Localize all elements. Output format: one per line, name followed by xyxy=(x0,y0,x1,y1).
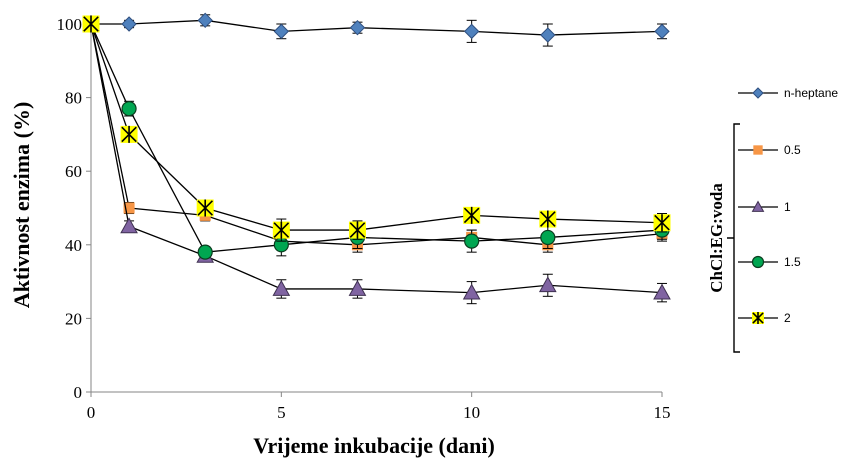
series-1 xyxy=(82,14,671,305)
data-point xyxy=(349,19,366,36)
series-line xyxy=(90,23,663,246)
data-point xyxy=(121,16,137,32)
series-line xyxy=(90,23,663,294)
series-line xyxy=(90,23,663,253)
legend-item: 1 xyxy=(738,200,791,214)
y-tick-label: 40 xyxy=(65,236,82,255)
series-n-heptane xyxy=(83,12,670,47)
data-point xyxy=(464,233,480,249)
legend-label: 2 xyxy=(784,311,791,325)
data-point-cross xyxy=(83,15,99,33)
data-point xyxy=(197,244,213,260)
x-tick-label: 0 xyxy=(87,403,96,422)
legend-marker xyxy=(751,255,765,269)
axes-layer: 0 20 40 60 80 100 0 5 10 15 xyxy=(57,15,671,422)
y-tick-label: 60 xyxy=(65,162,82,181)
data-point-cross xyxy=(197,199,213,217)
series-2 xyxy=(82,15,671,242)
legend-item: n-heptane xyxy=(738,86,838,100)
legend-marker xyxy=(753,145,763,155)
data-point xyxy=(540,229,556,246)
data-point xyxy=(272,279,291,296)
data-point-cross xyxy=(463,206,480,224)
data-point xyxy=(197,12,213,29)
data-point-cross xyxy=(121,125,137,143)
x-tick-label: 15 xyxy=(654,403,671,422)
legend-item: 1.5 xyxy=(738,255,801,269)
data-point-cross xyxy=(654,214,670,232)
legend-label: 1 xyxy=(784,200,791,214)
legend-group-title: ChCl:EG:voda xyxy=(707,183,726,293)
y-tick-label: 20 xyxy=(65,309,82,328)
series-layer xyxy=(82,12,671,305)
x-tick-label: 5 xyxy=(277,403,286,422)
y-tick-label: 100 xyxy=(57,15,83,34)
legend: n-heptane 0.5 1 1.5 2 xyxy=(727,86,838,353)
data-point xyxy=(653,283,671,300)
series-line xyxy=(91,19,663,36)
data-point-cross xyxy=(349,221,366,239)
legend-label: 0.5 xyxy=(784,143,801,157)
data-point xyxy=(654,23,670,40)
legend-item: 0.5 xyxy=(738,143,801,157)
x-tick-label: 10 xyxy=(463,403,480,422)
data-point xyxy=(463,23,480,40)
x-axis-title: Vrijeme inkubacije (dani) xyxy=(253,433,495,458)
series-0-5 xyxy=(85,18,668,253)
data-point xyxy=(123,202,135,214)
data-point xyxy=(462,283,481,300)
legend-label: n-heptane xyxy=(784,86,838,100)
legend-marker xyxy=(752,87,764,99)
legend-marker xyxy=(751,200,765,212)
data-point-cross xyxy=(540,210,556,228)
series-line xyxy=(90,23,663,231)
y-tick-label: 80 xyxy=(65,89,82,108)
data-point-cross xyxy=(273,221,290,239)
data-point xyxy=(538,276,557,293)
y-axis-title: Aktivnost enzima (%) xyxy=(9,102,34,309)
series-1-5 xyxy=(83,16,670,260)
data-point xyxy=(121,101,137,117)
data-point xyxy=(540,27,556,43)
legend-label: 1.5 xyxy=(784,255,801,269)
data-point xyxy=(120,217,138,234)
legend-item: 2 xyxy=(738,311,791,325)
data-point xyxy=(273,23,290,40)
legend-marker-cross xyxy=(752,312,764,324)
data-point xyxy=(348,279,367,296)
y-tick-label: 0 xyxy=(74,383,83,402)
legend-group-bracket xyxy=(727,123,740,353)
